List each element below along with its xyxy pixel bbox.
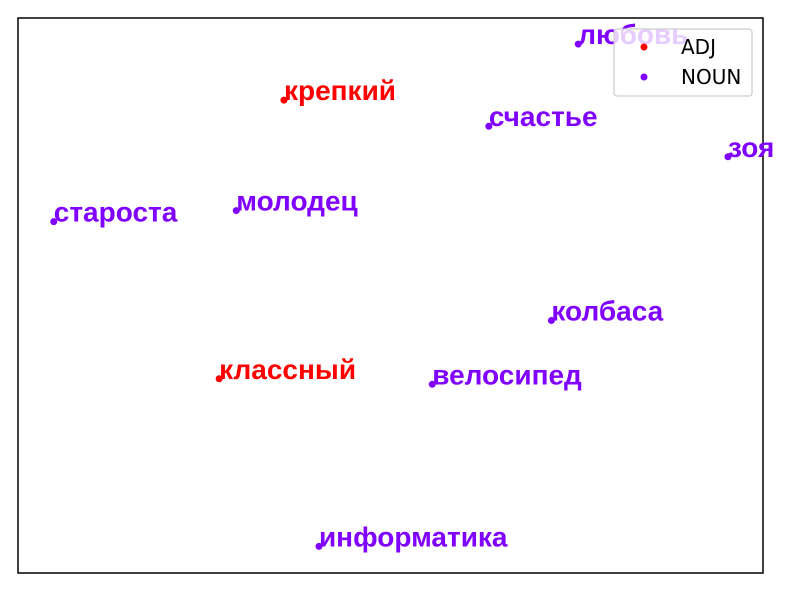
- point-label: информатика: [319, 521, 508, 552]
- legend: ADJ NOUN: [613, 28, 753, 97]
- point-label: староста: [54, 197, 178, 228]
- point-label: колбаса: [551, 295, 663, 326]
- point-marker: [485, 122, 493, 130]
- points-layer: крепкийклассныйлюбовьсчастьезоястаростам…: [50, 19, 774, 552]
- legend-marker: [640, 43, 648, 51]
- point-marker: [232, 207, 240, 215]
- point-marker: [724, 153, 732, 161]
- point-marker: [315, 542, 323, 550]
- point-label: зоя: [728, 132, 774, 163]
- point-marker: [428, 380, 436, 388]
- point-label: классный: [219, 354, 356, 385]
- point-marker: [50, 218, 58, 226]
- point-label: счастье: [489, 101, 598, 132]
- legend-label: ADJ: [681, 35, 716, 59]
- point-label: крепкий: [284, 75, 396, 106]
- point-marker: [215, 375, 223, 383]
- legend-box: [613, 28, 753, 97]
- point-marker: [280, 96, 288, 104]
- point-label: велосипед: [432, 359, 582, 390]
- legend-marker: [640, 73, 648, 81]
- legend-label: NOUN: [681, 65, 741, 89]
- point-marker: [547, 316, 555, 324]
- legend-entries: ADJ NOUN: [640, 35, 741, 89]
- point-marker: [574, 40, 582, 48]
- plot-frame: [17, 17, 764, 574]
- point-label: молодец: [236, 186, 357, 217]
